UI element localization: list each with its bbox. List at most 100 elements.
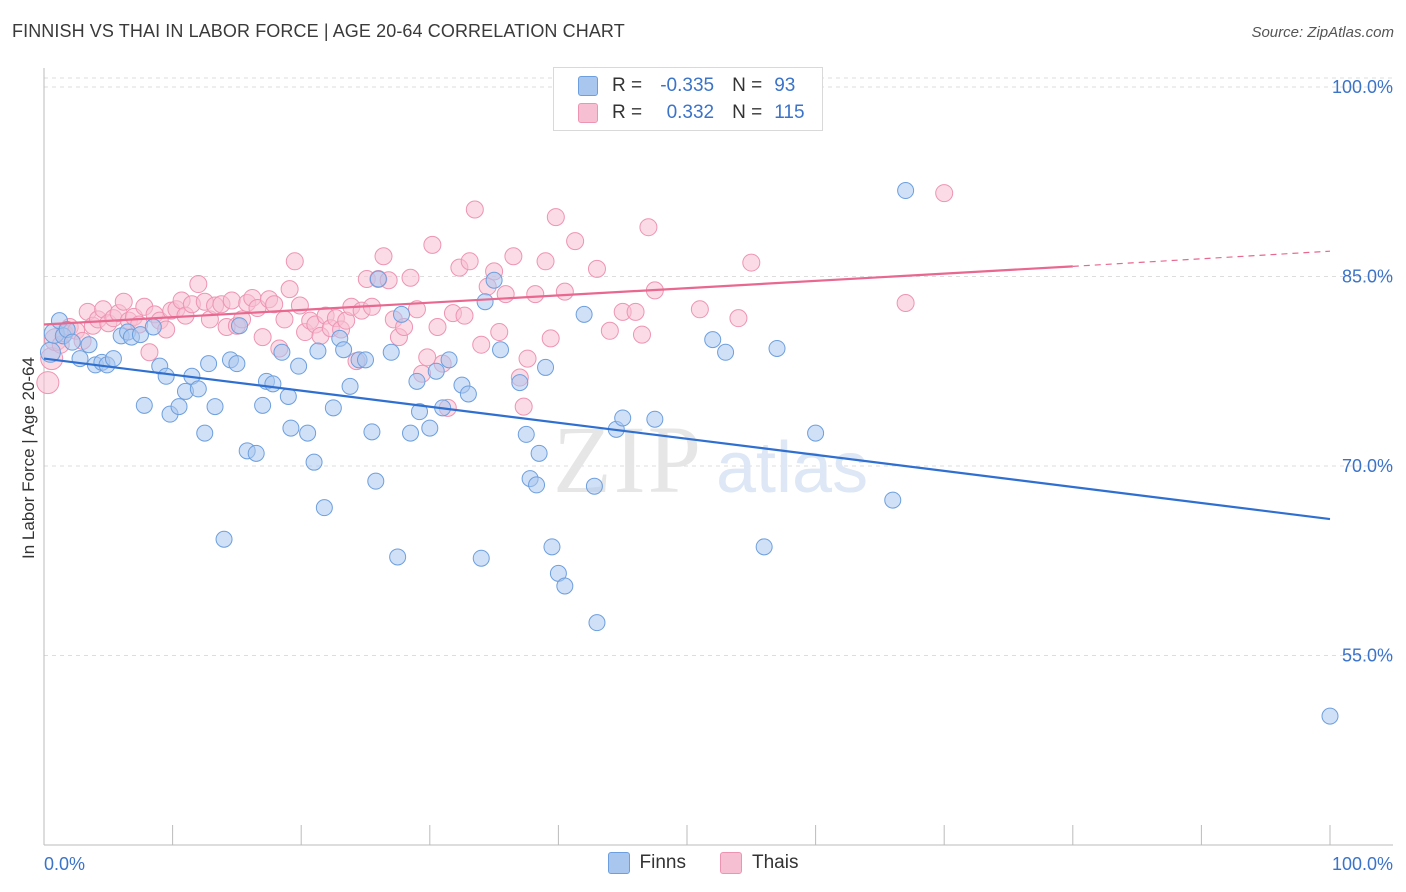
thais-point [472,335,491,354]
thais-point [541,329,560,348]
finns-point [367,472,385,490]
finns-point [440,351,458,369]
thais-point [265,295,284,314]
legend-row-finns: R = -0.335 N = 93 [578,74,795,98]
finns-r-value: -0.335 [660,75,715,96]
finns-point [755,538,773,556]
thais-point [566,232,585,251]
thais-point [428,318,447,336]
thais-point [514,397,533,416]
y-axis-label: In Labor Force | Age 20-64 [19,357,38,559]
series-legend: Finns Thais [0,852,1406,874]
finns-n-label: N = [732,75,763,96]
finns-point [228,355,246,373]
thais-trend-line [43,265,1073,326]
finns-point [157,367,175,385]
thais-point [555,282,574,301]
finns-point [537,358,555,376]
finns-point [189,380,207,398]
finns-point [492,341,510,359]
finns-point [897,182,915,200]
finns-point [421,419,439,437]
finns-swatch [578,76,598,96]
thais-point [460,252,479,271]
thais-point [423,235,442,254]
y-tick-label: 55.0% [1342,645,1393,665]
thais-point [465,200,484,219]
thais-point [626,302,645,321]
finns-point [511,374,529,392]
thais-n-value: 115 [774,102,805,123]
finns-point [215,530,233,548]
finns-point [411,403,429,421]
legend-item-finns[interactable]: Finns [607,852,686,874]
finns-point [63,333,81,351]
finns-point [530,444,548,462]
finns-point [196,424,214,442]
grid-lines [44,77,1393,656]
finns-point [305,453,323,471]
finns-n-value: 93 [774,75,796,96]
thais-point [546,208,565,227]
thais-swatch [578,103,598,123]
thais-point [418,348,437,367]
thais-r-value: 0.332 [666,102,715,123]
legend-item-thais[interactable]: Thais [720,852,798,874]
thais-point [222,291,241,310]
finns-point [315,499,333,517]
finns-r-label: R = [612,75,643,96]
y-tick-label: 100.0% [1332,77,1393,97]
thais-point [526,285,545,304]
finns-point [472,549,490,567]
legend-row-thais: R = 0.332 N = 115 [578,101,805,125]
thais-point [935,184,954,203]
finns-point [614,409,632,427]
thais-point [587,259,606,278]
zipatlas-watermark: ZIP atlas [553,406,868,513]
finns-point [324,399,342,417]
finns-point [585,477,603,495]
thais-point [189,275,208,294]
finns-point [408,372,426,390]
thais-point [36,371,60,395]
stats-legend: R = -0.335 N = 93 R = 0.332 N = 115 [553,67,823,131]
finns-point [389,548,407,566]
finns-point [104,350,122,368]
finns-point [768,339,786,357]
thais-point [290,296,309,315]
thais-series [36,184,954,417]
finns-point [884,491,902,509]
axes [43,68,1393,846]
finns-point [528,476,546,494]
finns-point [646,410,664,428]
finns-point [556,577,574,595]
thais-point [280,280,299,299]
thais-trend-extension [1072,250,1331,267]
finns-point [135,396,153,414]
thais-point [374,247,393,266]
finns-point [427,362,445,380]
finns-point [807,424,825,442]
finns-point [80,336,98,354]
finns-point [279,387,297,405]
source-credit: Source: ZipAtlas.com [1251,24,1394,41]
finns-point [588,614,606,632]
finns-point [517,425,535,443]
finns-point [282,419,300,437]
finns-point [357,351,374,369]
thais-point [496,285,515,304]
finns-point [393,305,411,323]
finns-point [363,423,381,441]
thais-point [632,325,651,344]
finns-legend-label: Finns [639,852,686,873]
trend-lines [43,250,1331,521]
finns-point [254,396,272,414]
finns-series [39,75,1339,725]
finns-point [264,375,282,393]
thais-point [536,252,555,271]
thais-point [518,349,537,368]
finns-point [717,343,735,361]
finns-point [290,357,308,375]
y-tick-labels: 55.0% 70.0% 85.0% 100.0% [1332,77,1393,666]
thais-point [114,292,133,311]
